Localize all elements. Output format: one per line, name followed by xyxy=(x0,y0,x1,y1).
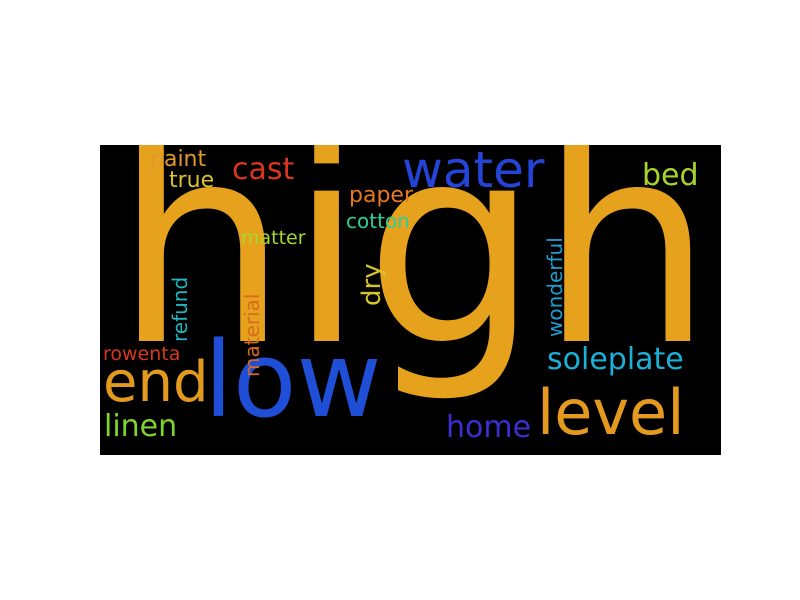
word-matter: matter xyxy=(241,227,306,249)
word-high: high xyxy=(114,145,714,406)
word-true: true xyxy=(169,168,215,193)
word-linen: linen xyxy=(104,409,178,444)
word-paint: paint xyxy=(150,147,207,172)
word-low: low xyxy=(204,319,382,441)
word-refund: refund xyxy=(168,276,192,342)
word-level: level xyxy=(537,376,685,449)
word-wonderful: wonderful xyxy=(543,237,567,337)
word-paper: paper xyxy=(349,183,413,208)
word-end: end xyxy=(103,350,209,415)
word-cast: cast xyxy=(232,152,295,187)
word-bed: bed xyxy=(642,158,699,193)
word-material: material xyxy=(240,293,264,377)
word-home: home xyxy=(446,410,532,445)
word-cloud: high low water end level soleplate home … xyxy=(100,145,721,455)
word-soleplate: soleplate xyxy=(547,342,684,377)
word-rowenta: rowenta xyxy=(103,343,181,365)
word-dry: dry xyxy=(357,263,387,306)
word-cotton: cotton xyxy=(346,209,410,233)
word-water: water xyxy=(402,145,545,199)
